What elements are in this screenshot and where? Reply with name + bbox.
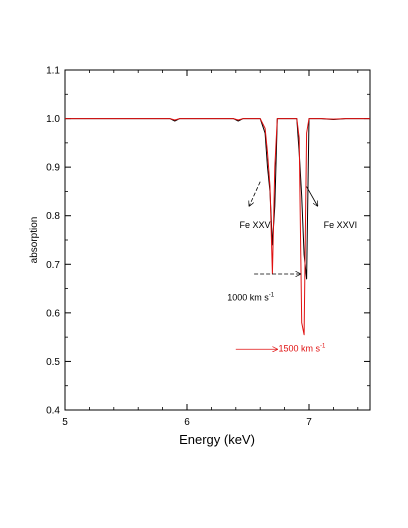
annotation-label: 1500 km s-1 [279,344,327,354]
y-tick-label: 0.8 [46,211,60,222]
y-tick-label: 0.7 [46,260,60,271]
annotation-arrow [306,186,318,206]
y-tick-label: 0.6 [46,308,60,319]
y-tick-label: 0.4 [46,406,60,417]
series-line-1 [65,118,370,280]
annotation-label: Fe XXVI [324,220,358,230]
annotation-label: 1000 km s-1 [227,293,275,303]
y-tick-label: 1.1 [46,66,60,77]
x-tick-label: 6 [184,417,190,428]
annotations-group: Fe XXV Fe XXVI 1000 km s-1 1500 km s-1 [227,220,357,354]
x-tick-label: 7 [306,417,312,428]
annotation-arrow [249,181,261,206]
y-tick-label: 0.5 [46,357,60,368]
y-tick-label: 1.0 [46,114,60,125]
series-line-2 [65,118,370,336]
x-tick-label: 5 [62,417,68,428]
plot-frame [64,69,371,411]
series-group [65,118,370,336]
arrows-group [235,181,318,350]
y-axis-title: absorption [29,217,40,264]
annotation-label: Fe XXV [239,220,270,230]
ticks: 5 6 7 0.4 0.5 0.6 0.7 0.8 0.9 1.0 1.1 [46,66,370,428]
y-tick-label: 0.9 [46,163,60,174]
x-axis-title: Energy (keV) [179,432,255,447]
